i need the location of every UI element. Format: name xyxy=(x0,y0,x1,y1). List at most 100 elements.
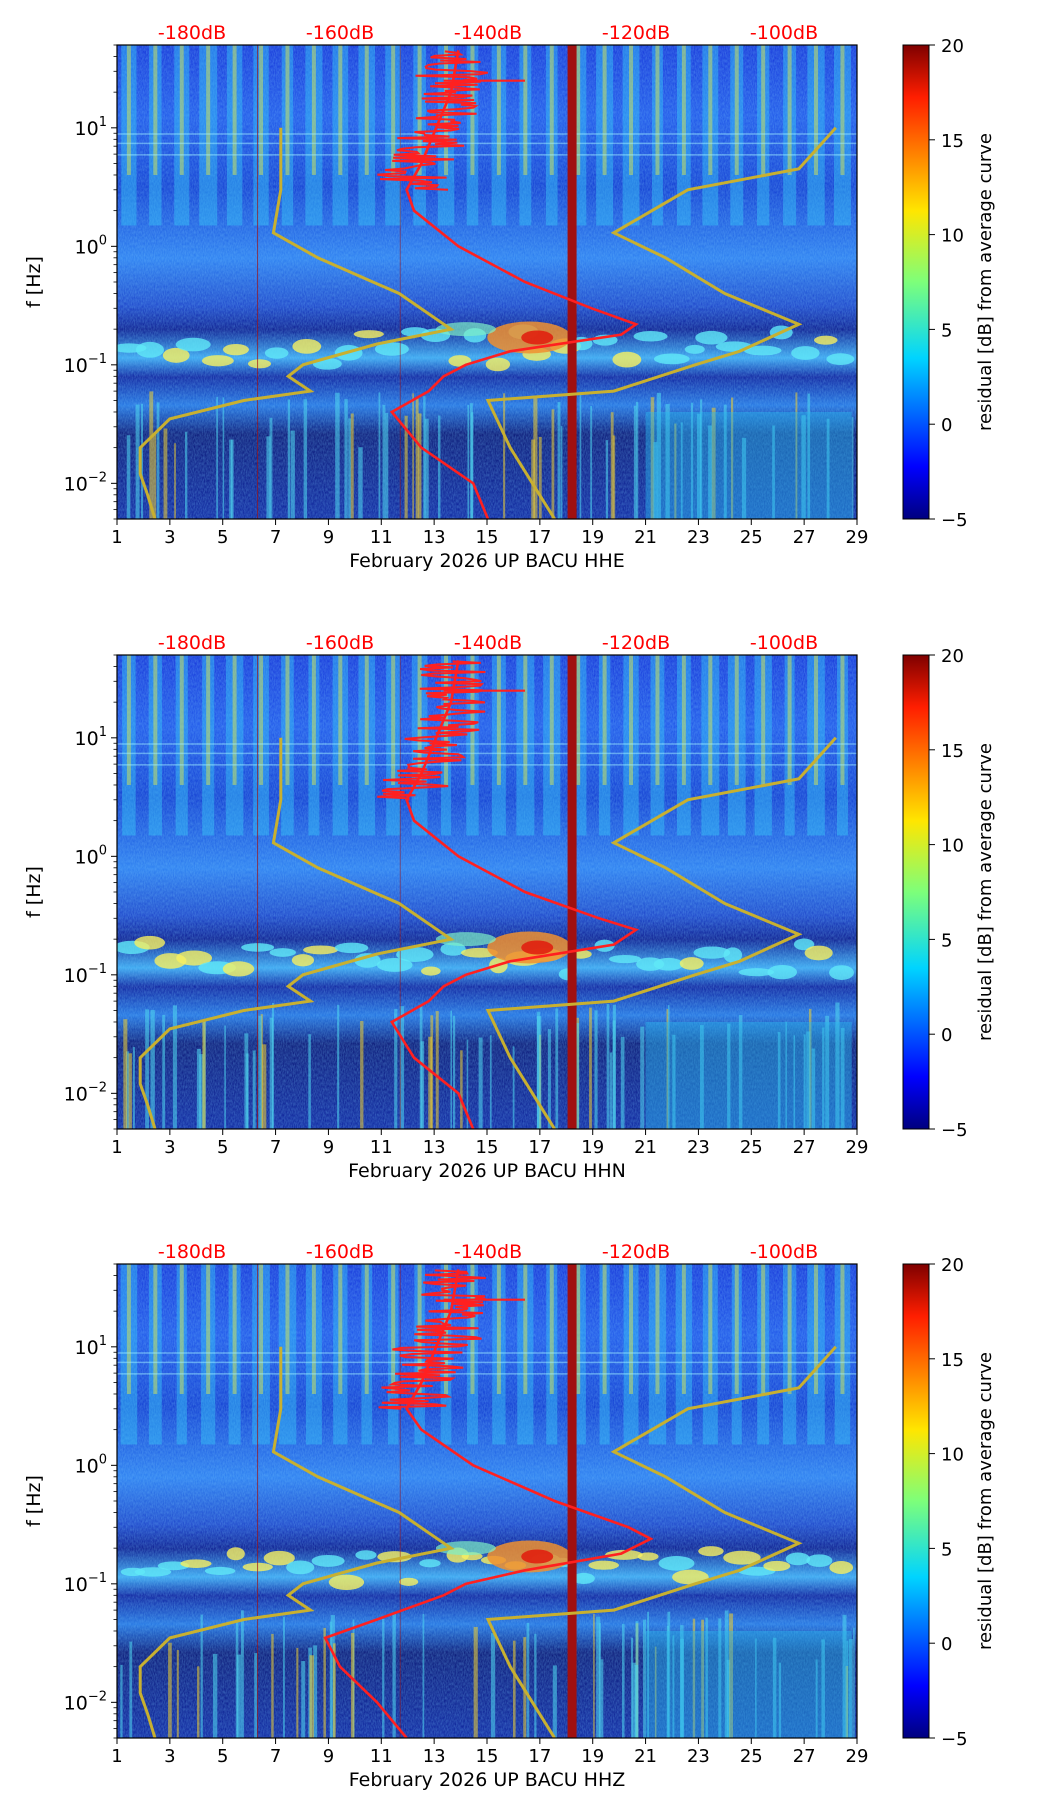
lf-streak xyxy=(422,1614,425,1738)
daily-noise-core xyxy=(285,45,290,175)
lf-streak xyxy=(258,1015,262,1129)
microseism-blob xyxy=(354,953,381,968)
daily-noise-core xyxy=(285,1264,290,1394)
daily-noise-core xyxy=(655,1264,660,1394)
colorbar-tick-label: 15 xyxy=(941,131,964,152)
microseism-blob xyxy=(829,965,854,980)
x-tick-label: 23 xyxy=(687,1137,710,1158)
y-axis-label: f [Hz] xyxy=(23,866,45,918)
daily-noise-core xyxy=(364,45,369,175)
daily-noise-band xyxy=(702,1264,718,1445)
microseism-blob xyxy=(806,1554,833,1567)
lf-streak xyxy=(512,1046,515,1129)
lf-streak xyxy=(200,1614,203,1738)
daily-noise-band xyxy=(516,655,535,836)
x-axis-label: February 2026 UP BACU HHE xyxy=(349,550,625,572)
lf-streak xyxy=(555,1008,559,1129)
x-axis-label: February 2026 UP BACU HHN xyxy=(348,1160,626,1182)
daily-noise-band xyxy=(622,45,640,226)
lf-streak xyxy=(803,1034,806,1129)
microseism-blob xyxy=(814,335,838,345)
lf-streak xyxy=(635,1621,639,1738)
daily-noise-band xyxy=(201,1264,216,1445)
x-axis-label: February 2026 UP BACU HHZ xyxy=(349,1769,626,1791)
x-tick-label: 29 xyxy=(846,527,869,548)
daily-noise-core xyxy=(787,1264,792,1394)
lf-streak xyxy=(801,415,806,519)
lf-streak xyxy=(460,1050,463,1129)
lf-streak xyxy=(845,1666,849,1738)
daily-noise-core xyxy=(576,655,581,785)
lf-streak xyxy=(419,1004,423,1129)
daily-noise-core xyxy=(153,655,158,785)
x-tick-label: 21 xyxy=(634,527,657,548)
daily-noise-core xyxy=(629,655,634,785)
db-scale-label: -120dB xyxy=(602,632,670,654)
lf-streak xyxy=(283,1616,285,1738)
lf-streak xyxy=(806,1031,811,1129)
lf-streak xyxy=(851,417,854,519)
lf-streak xyxy=(680,422,683,519)
lf-streak xyxy=(632,1662,636,1738)
daily-noise-core xyxy=(602,655,607,785)
spectrogram-noise xyxy=(117,45,857,519)
gap-line xyxy=(257,655,259,1129)
daily-noise-band xyxy=(702,45,719,226)
storm-event-halo xyxy=(435,932,496,947)
daily-noise-band xyxy=(754,655,772,836)
colorbar-tick-label: 20 xyxy=(941,36,964,57)
microseism-blob xyxy=(826,353,855,365)
daily-noise-band xyxy=(411,655,428,836)
lf-streak xyxy=(199,1054,204,1129)
daily-noise-core xyxy=(126,655,131,785)
daily-noise-core xyxy=(840,45,845,175)
daily-noise-core xyxy=(681,1264,686,1394)
colorbar-tick-label: −5 xyxy=(941,1729,968,1750)
daily-noise-band xyxy=(782,1264,797,1445)
lf-streak xyxy=(825,1015,830,1129)
harmonic-line xyxy=(117,752,857,755)
lf-streak xyxy=(600,1659,604,1738)
daily-noise-band xyxy=(281,45,294,226)
microseism-blob xyxy=(572,1572,595,1584)
daily-noise-core xyxy=(602,1264,607,1394)
y-tick-label: 100 xyxy=(75,843,107,868)
colorbar-tick-label: 20 xyxy=(941,1255,964,1276)
microseism-blob xyxy=(175,337,211,352)
lf-streak xyxy=(382,1618,385,1738)
harmonic-line xyxy=(117,1373,857,1375)
y-tick-label: 10−1 xyxy=(64,1571,107,1596)
lf-streak xyxy=(772,425,775,519)
lf-streak xyxy=(126,435,131,519)
y-tick-label: 10−2 xyxy=(64,470,107,495)
lf-streak xyxy=(533,395,538,519)
microseism-blob xyxy=(353,330,384,339)
daily-noise-core xyxy=(761,655,766,785)
lf-streak xyxy=(606,1003,610,1129)
lf-streak xyxy=(610,412,614,519)
gap-line xyxy=(399,45,401,519)
psd-curve xyxy=(323,1269,654,1738)
lf-streak xyxy=(590,405,593,519)
lf-streak xyxy=(149,391,154,519)
lf-streak xyxy=(350,1632,355,1738)
daily-noise-band xyxy=(491,45,507,226)
daily-noise-core xyxy=(523,655,528,785)
lf-streak xyxy=(145,1009,149,1129)
lf-streak xyxy=(452,1015,456,1129)
microseism-blob xyxy=(637,1552,659,1561)
lf-streak xyxy=(163,428,168,519)
db-scale-label: -100dB xyxy=(750,22,818,44)
lf-streak xyxy=(526,1622,530,1738)
microseism-blob xyxy=(399,1577,419,1586)
lf-streak xyxy=(705,1617,708,1738)
microseism-blob xyxy=(612,351,642,368)
y-tick-label: 10−1 xyxy=(64,962,107,987)
harmonic-line xyxy=(117,142,857,145)
lf-streak xyxy=(609,1052,613,1129)
lf-streak xyxy=(240,1610,244,1738)
lf-streak xyxy=(348,418,351,519)
lf-streak xyxy=(216,396,218,519)
daily-noise-band xyxy=(175,655,188,836)
lf-streak xyxy=(335,392,340,519)
